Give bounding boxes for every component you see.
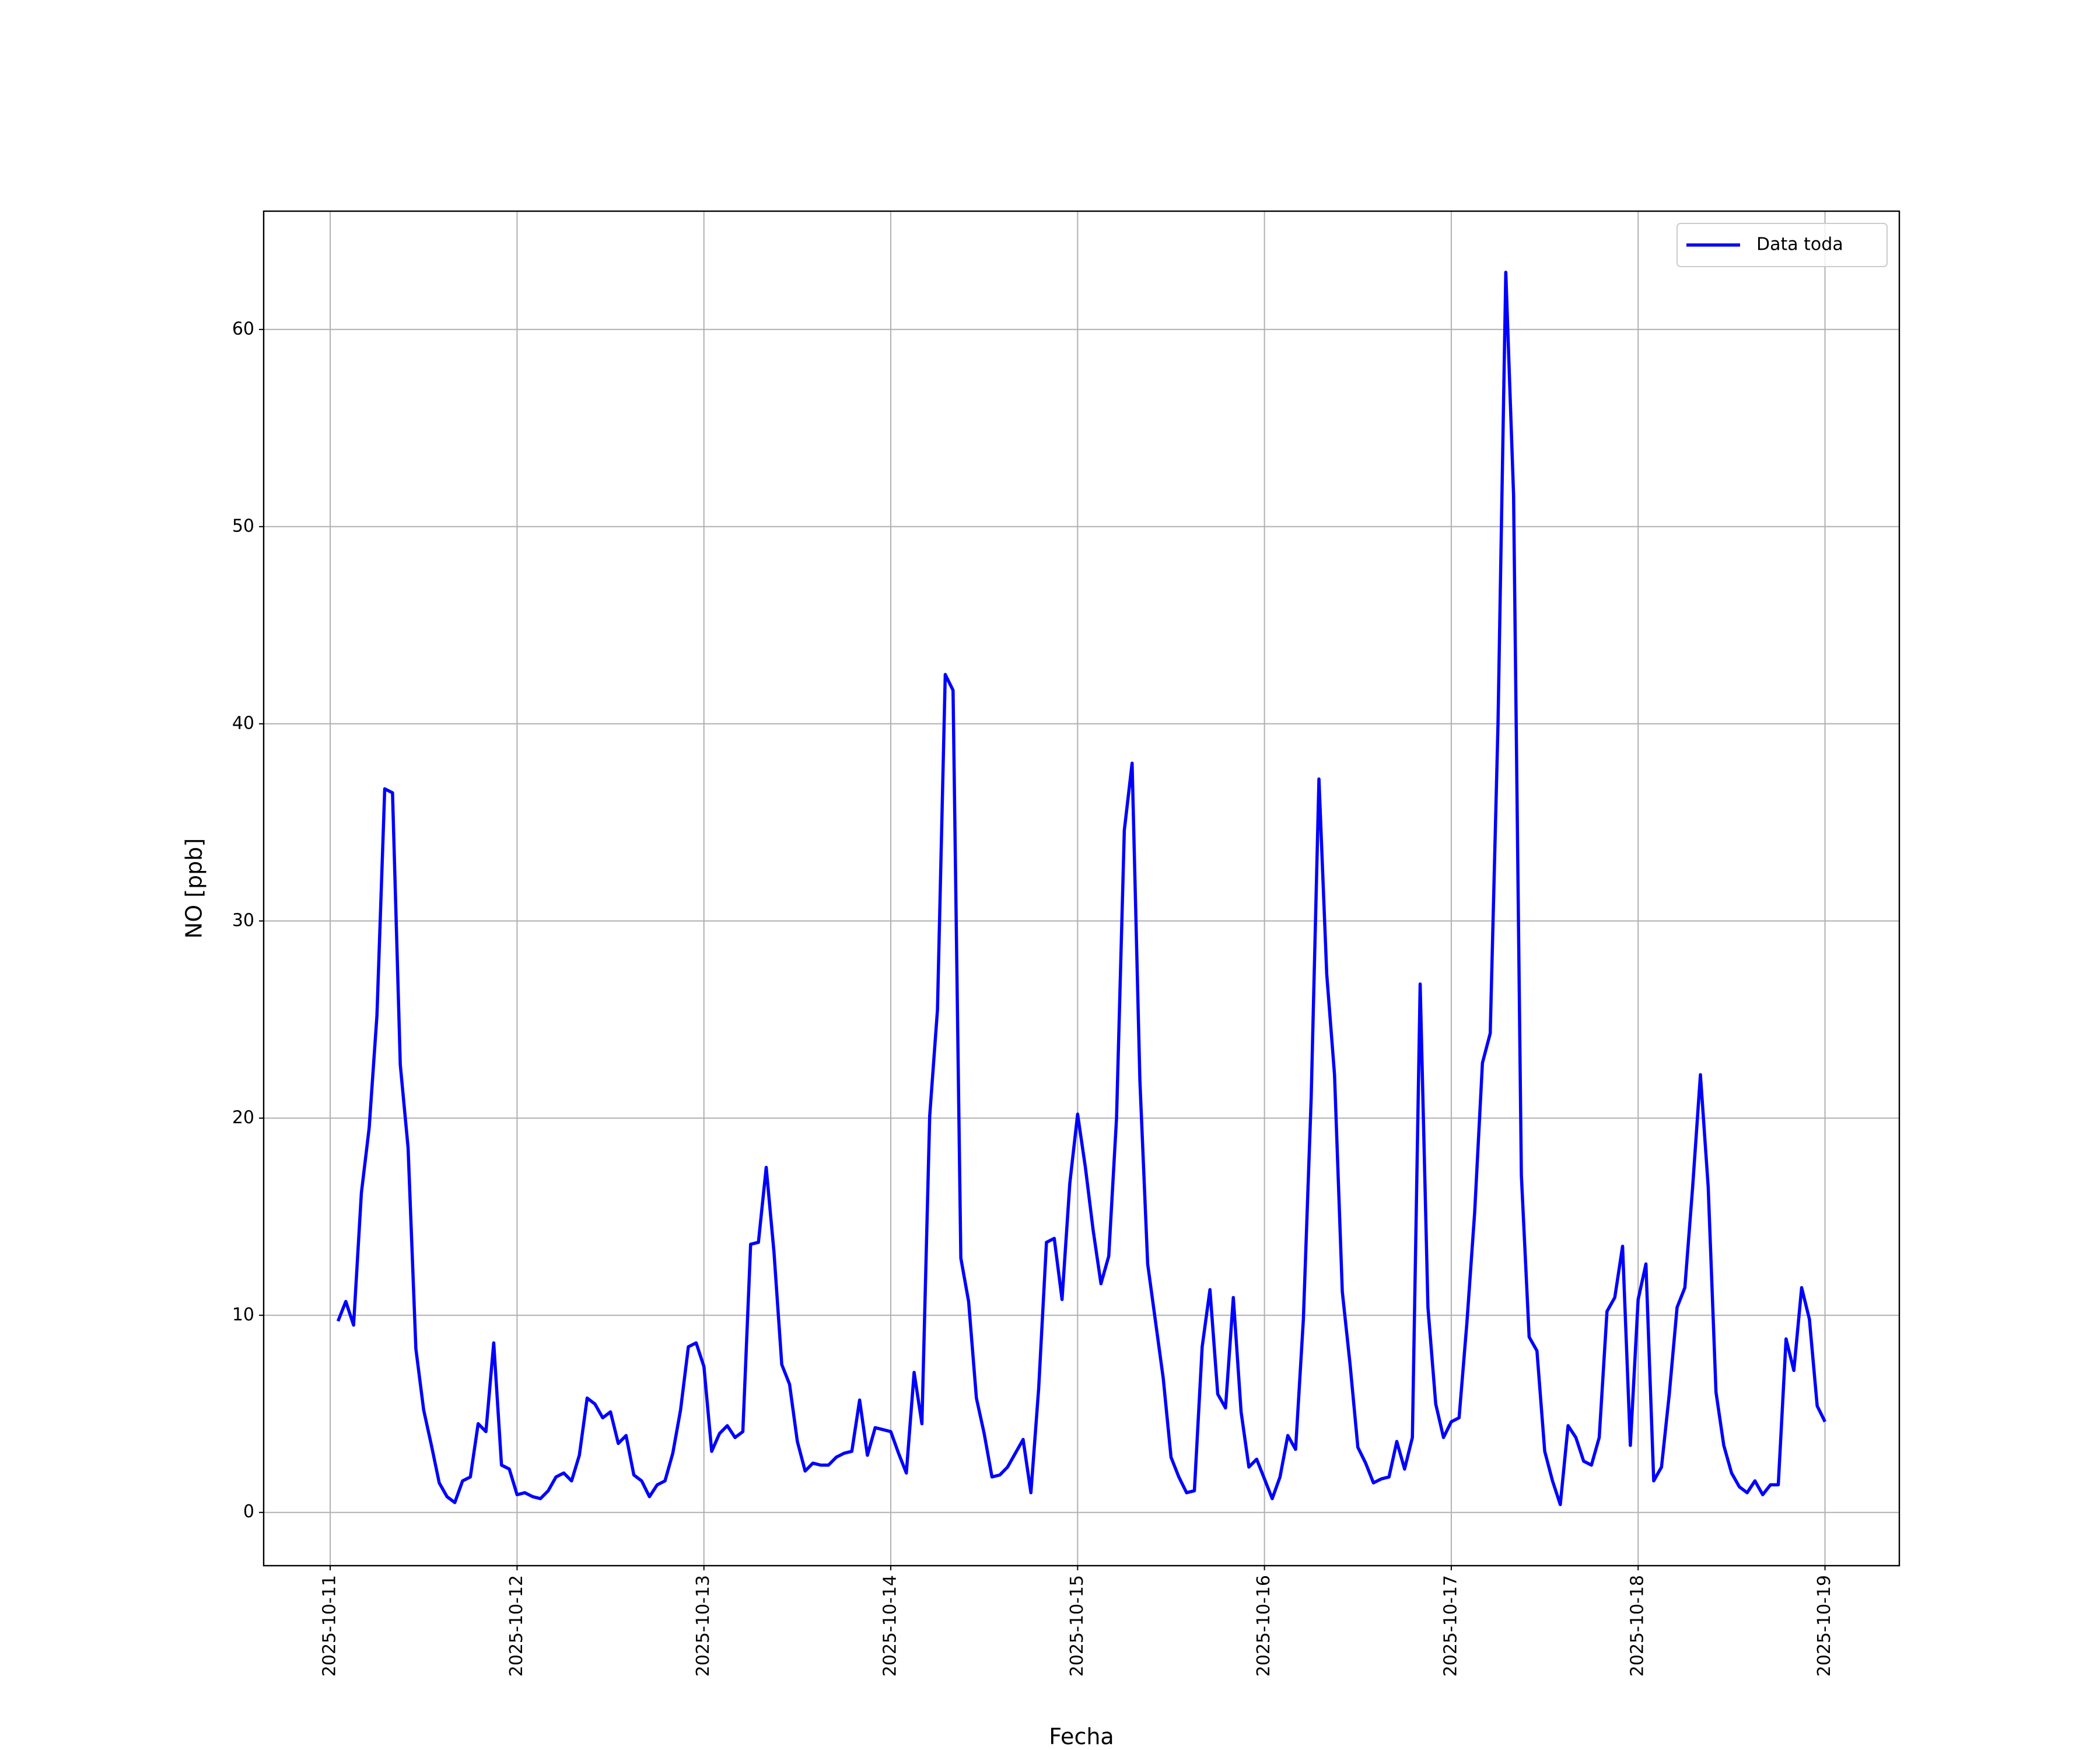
x-tick-label: 2025-10-13 — [693, 1575, 713, 1676]
x-tick-label: 2025-10-14 — [880, 1575, 901, 1676]
legend-box — [1676, 223, 1888, 267]
x-tick-label: 2025-10-11 — [320, 1575, 340, 1676]
y-tick-label: 50 — [232, 516, 254, 536]
plot-area — [336, 271, 1827, 1506]
legend: Data toda — [1676, 223, 1888, 267]
x-tick-label: 2025-10-17 — [1440, 1575, 1461, 1676]
y-tick-label: 60 — [232, 318, 254, 339]
ticks: 0 10 20 30 40 50 60 2025-10-11 2025-10-12 2025-10… — [232, 318, 1835, 1676]
x-tick-label: 2025-10-15 — [1067, 1575, 1087, 1676]
x-tick-label: 2025-10-19 — [1814, 1575, 1835, 1676]
grid — [264, 211, 1899, 1566]
data-line — [336, 271, 1827, 1506]
y-tick-label: 30 — [232, 910, 254, 930]
x-tick-label: 2025-10-16 — [1254, 1575, 1274, 1676]
legend-label: Data toda — [1756, 235, 1843, 255]
y-tick-label: 10 — [232, 1304, 254, 1325]
y-tick-label: 20 — [232, 1107, 254, 1128]
y-tick-label: 0 — [243, 1502, 254, 1522]
x-tick-label: 2025-10-12 — [506, 1575, 527, 1676]
x-tick-label: 2025-10-18 — [1628, 1575, 1648, 1676]
y-tick-label: 40 — [232, 713, 254, 733]
x-axis-label: Fecha — [1049, 1724, 1114, 1749]
y-axis-label: NO [ppb] — [181, 838, 207, 939]
axes-frame — [262, 210, 1901, 1567]
